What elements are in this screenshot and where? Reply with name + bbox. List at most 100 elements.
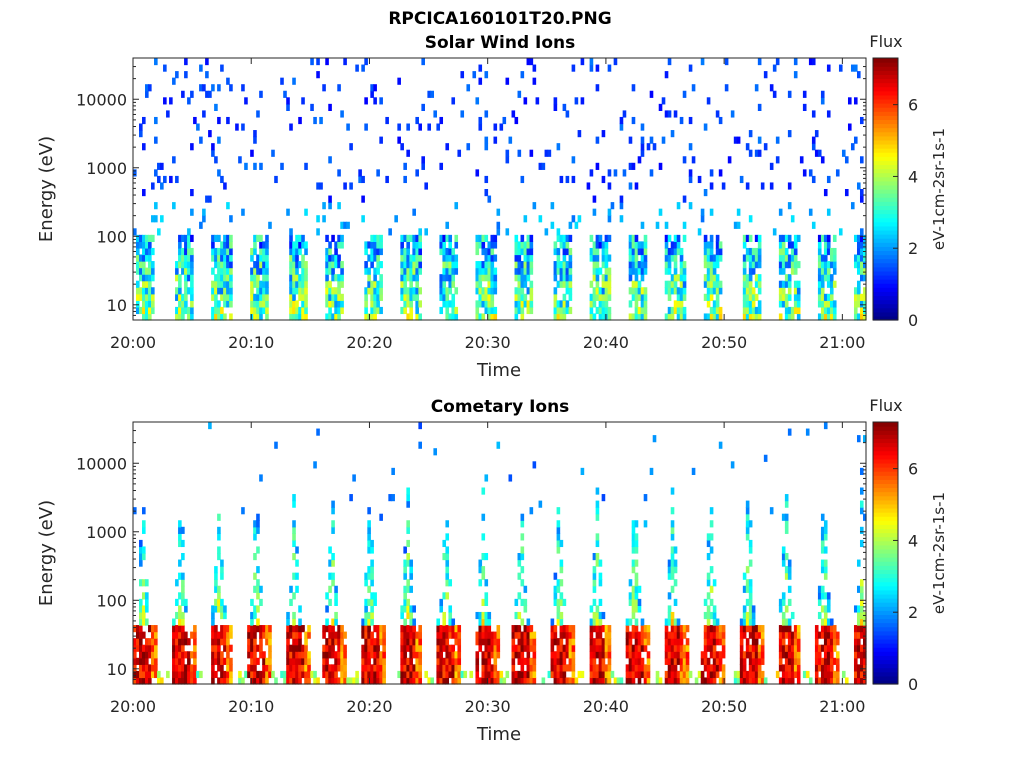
spectrogram-cell [736, 136, 741, 144]
spectrogram-cell [325, 261, 329, 269]
spectrogram-cell [340, 267, 344, 275]
spectrogram-cell [514, 234, 519, 242]
spectrogram-cell [673, 546, 678, 554]
spectrogram-cell [706, 664, 711, 672]
colorbar-segment [873, 581, 898, 587]
spectrogram-cell [826, 208, 831, 216]
spectrogram-cell [664, 644, 669, 652]
spectrogram-cell [577, 130, 582, 138]
spectrogram-cell [505, 156, 510, 164]
spectrogram-cell [556, 651, 561, 659]
spectrogram-cell [757, 274, 762, 282]
spectrogram-cell [682, 274, 687, 282]
spectrogram-cell [793, 254, 798, 262]
spectrogram-cell [364, 657, 368, 665]
spectrogram-cell [145, 84, 149, 92]
spectrogram-cell [559, 611, 564, 620]
spectrogram-cell [523, 261, 528, 269]
spectrogram-cell [514, 300, 519, 308]
spectrogram-cell [556, 280, 561, 288]
spectrogram-cell [565, 274, 570, 282]
colorbar-segment [873, 467, 898, 472]
spectrogram-cell [439, 116, 444, 125]
spectrogram-cell [739, 664, 744, 672]
spectrogram-cell [445, 293, 450, 301]
spectrogram-cell [604, 625, 609, 633]
spectrogram-cell [262, 625, 266, 633]
spectrogram-cell [178, 670, 182, 679]
spectrogram-cell [514, 306, 519, 315]
spectrogram-cell [856, 287, 861, 295]
spectrogram-cell [148, 651, 152, 659]
spectrogram-cell [863, 651, 867, 659]
spectrogram-cell [229, 664, 233, 672]
spectrogram-cell [418, 422, 422, 430]
spectrogram-cell [712, 579, 717, 587]
spectrogram-cell [571, 175, 576, 184]
spectrogram-cell [151, 234, 155, 242]
spectrogram-cell [673, 618, 678, 626]
spectrogram-cell [202, 208, 206, 216]
spectrogram-cell [700, 677, 705, 685]
y-tick-label: 100 [96, 227, 127, 246]
spectrogram-cell [550, 625, 555, 633]
spectrogram-cell [769, 162, 774, 170]
spectrogram-cell [523, 280, 528, 288]
spectrogram-cell [376, 657, 380, 665]
spectrogram-cell [787, 651, 792, 659]
spectrogram-cell [817, 267, 822, 275]
spectrogram-cell [292, 670, 296, 679]
spectrogram-cell [745, 313, 750, 321]
spectrogram-cell [325, 670, 329, 679]
spectrogram-cell [478, 625, 483, 633]
spectrogram-cell [595, 136, 600, 144]
colorbar-segment [873, 487, 898, 493]
spectrogram-cell [442, 611, 447, 620]
spectrogram-cell [184, 247, 188, 256]
spectrogram-cell [304, 664, 308, 672]
spectrogram-cell [676, 638, 681, 646]
spectrogram-cell [646, 670, 651, 679]
spectrogram-cell [556, 585, 561, 593]
spectrogram-cell [628, 618, 633, 626]
spectrogram-cell [754, 631, 759, 639]
spectrogram-cell [223, 644, 227, 652]
spectrogram-cell [514, 274, 519, 282]
colorbar-segment [873, 598, 898, 603]
spectrogram-cell [376, 241, 380, 249]
spectrogram-cell [739, 631, 744, 639]
spectrogram-cell [613, 677, 618, 685]
spectrogram-cell [631, 287, 636, 295]
spectrogram-cell [601, 241, 606, 249]
spectrogram-cell [817, 254, 822, 262]
spectrogram-cell [154, 136, 158, 144]
spectrogram-cell [181, 261, 185, 269]
spectrogram-cell [451, 618, 456, 626]
spectrogram-cell [301, 293, 305, 301]
spectrogram-cell [568, 280, 573, 288]
spectrogram-cell [634, 664, 639, 672]
spectrogram-cell [295, 261, 299, 269]
spectrogram-cell [604, 274, 609, 282]
spectrogram-cell [337, 234, 341, 242]
spectrogram-cell [553, 598, 558, 606]
spectrogram-cell [148, 306, 152, 315]
spectrogram-cell [529, 306, 534, 315]
spectrogram-cell [631, 539, 636, 548]
spectrogram-cell [856, 234, 861, 242]
spectrogram-cell [637, 598, 642, 606]
spectrogram-cell [823, 189, 828, 197]
spectrogram-cell [469, 670, 474, 679]
spectrogram-cell [667, 313, 672, 321]
spectrogram-cell [475, 631, 480, 639]
spectrogram-cell [217, 300, 221, 308]
spectrogram-cell [667, 605, 672, 613]
spectrogram-cell [712, 651, 717, 659]
spectrogram-cell [211, 293, 215, 301]
spectrogram-cell [517, 651, 522, 659]
spectrogram-cell [790, 644, 795, 652]
spectrogram-cell [565, 300, 570, 308]
spectrogram-cell [856, 267, 861, 275]
spectrogram-cell [250, 287, 254, 295]
spectrogram-cell [268, 221, 272, 229]
